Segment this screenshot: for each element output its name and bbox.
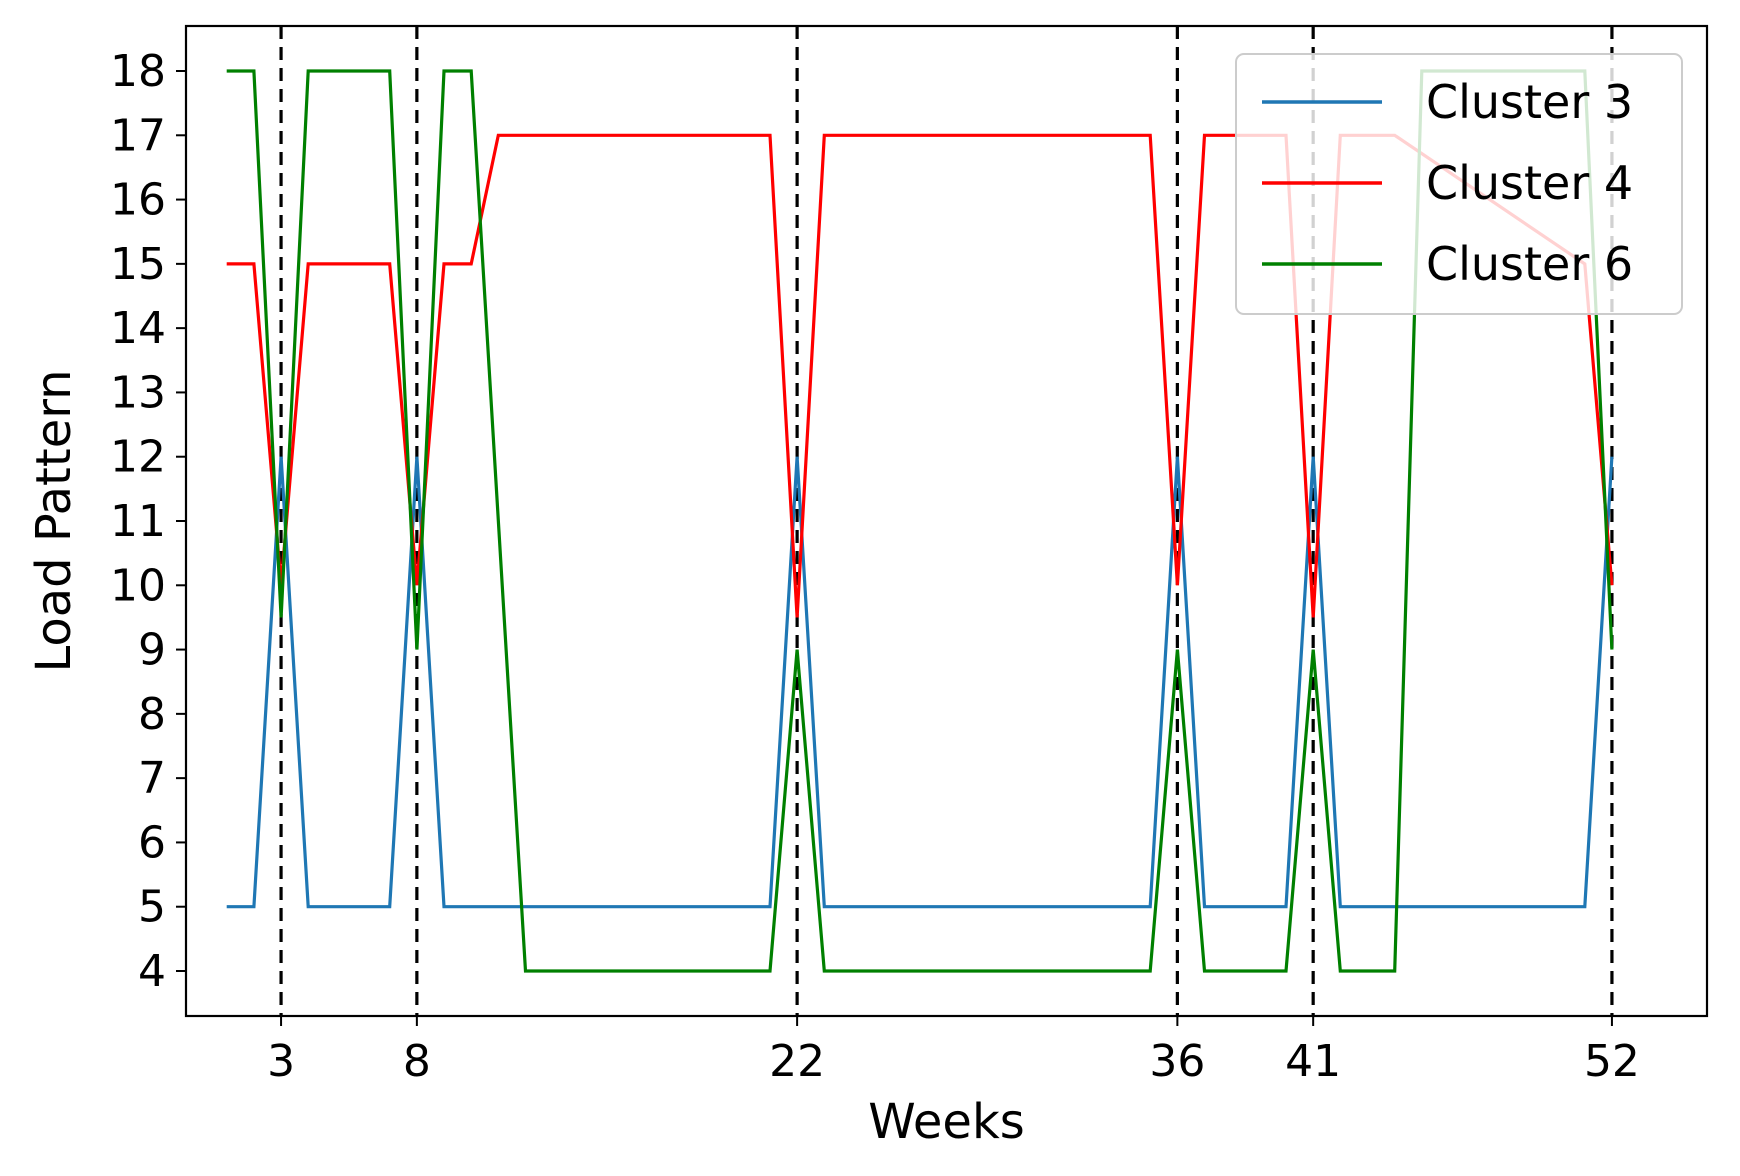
y-tick-label: 11: [110, 496, 166, 547]
y-tick-label: 8: [138, 689, 166, 740]
x-tick-label: 36: [1149, 1036, 1205, 1087]
legend: Cluster 3 Cluster 4 Cluster 6: [1235, 53, 1683, 315]
legend-label: Cluster 6: [1426, 237, 1633, 291]
x-axis-label: Weeks: [868, 1094, 1025, 1150]
series-line-cluster-6: [226, 69, 1614, 973]
y-tick-label: 16: [110, 175, 166, 226]
x-tick-label: 22: [769, 1036, 825, 1087]
y-tick-label: 18: [110, 46, 166, 97]
y-tick-label: 13: [110, 367, 166, 418]
y-tick-label: 4: [138, 946, 166, 997]
y-tick-label: 15: [110, 239, 166, 290]
plot-area: [184, 24, 1709, 1018]
legend-label: Cluster 3: [1426, 75, 1633, 129]
y-tick-label: 5: [138, 882, 166, 933]
y-tick-label: 7: [138, 753, 166, 804]
y-tick-label: 6: [138, 817, 166, 868]
y-tick-label: 9: [138, 625, 166, 676]
x-tick-label: 41: [1285, 1036, 1341, 1087]
y-tick-label: 12: [110, 432, 166, 483]
y-tick-label: 10: [110, 560, 166, 611]
y-tick-label: 17: [110, 110, 166, 161]
x-axis: 3 8 22 36 41 52: [267, 1016, 1640, 1087]
x-tick-label: 52: [1584, 1036, 1640, 1087]
legend-box: [1235, 53, 1683, 315]
x-tick-label: 3: [267, 1036, 295, 1087]
vertical-dashed-lines: [279, 26, 1614, 1016]
y-axis-label: Load Pattern: [26, 369, 82, 672]
y-axis: 4 5 6 7 8 9 10 11 12 13 14 15 16 17 18: [110, 46, 186, 997]
x-tick-label: 8: [403, 1036, 431, 1087]
legend-label: Cluster 4: [1426, 156, 1633, 210]
y-tick-label: 14: [110, 303, 166, 354]
